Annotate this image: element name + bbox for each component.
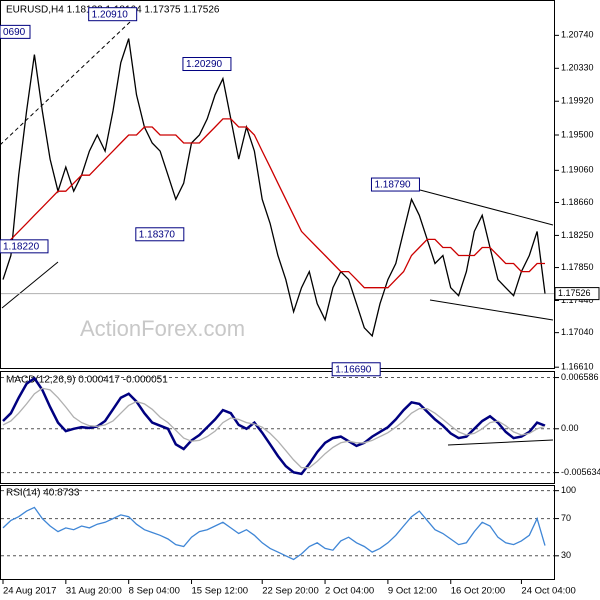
y-tick-label: 1.19920 xyxy=(561,96,594,106)
trend-line xyxy=(1,261,59,309)
rsi-title: RSI(14) 40.8733 xyxy=(6,488,80,499)
annotation-box xyxy=(370,177,420,192)
y-tick-label: 1.16610 xyxy=(561,362,594,372)
y-tick-label: 1.20330 xyxy=(561,63,594,73)
series-line xyxy=(2,118,545,289)
annotation-box xyxy=(0,24,31,39)
y-tick-label: 1.17850 xyxy=(561,262,594,272)
x-tick-label: 22 Sep 20:00 xyxy=(262,586,319,597)
y-tick-label: 0.006586 xyxy=(561,372,599,382)
annotation-label: 0690 xyxy=(3,27,26,38)
y-tick-label: 70 xyxy=(561,513,571,523)
annotation-label: 1.16690 xyxy=(335,364,372,375)
x-tick-label: 2 Oct 04:00 xyxy=(325,586,374,597)
watermark: ActionForex.com xyxy=(80,316,245,341)
price-panel xyxy=(0,0,555,369)
y-tick-label: 1.18660 xyxy=(561,197,594,207)
x-tick-label: 16 Oct 20:00 xyxy=(451,586,505,597)
series-line xyxy=(2,376,546,476)
annotation-box xyxy=(135,227,185,242)
price-box xyxy=(554,287,600,301)
series-line xyxy=(2,506,546,561)
annotation-label: 1.18370 xyxy=(139,229,176,240)
series-line xyxy=(2,387,546,469)
macd-panel xyxy=(0,371,555,484)
annotation-label: 1.18790 xyxy=(374,180,411,191)
annotation-label: 1.20910 xyxy=(92,9,129,20)
channel-line xyxy=(429,299,554,321)
annotation-label: 1.18220 xyxy=(3,241,40,252)
channel-line xyxy=(419,189,554,226)
trend-line xyxy=(0,21,131,146)
rsi-panel xyxy=(0,485,555,580)
x-tick-label: 15 Sep 12:00 xyxy=(192,586,249,597)
price-label: 1.17526 xyxy=(558,288,591,298)
y-tick-label: -0.005634 xyxy=(561,467,600,477)
support-line xyxy=(447,439,554,446)
y-tick-label: 1.19060 xyxy=(561,165,594,175)
x-tick-label: 8 Sep 04:00 xyxy=(129,586,180,597)
series-line xyxy=(2,38,546,338)
macd-title: MACD(12,26,9) 0.000417 -0.000051 xyxy=(6,375,168,386)
annotation-box xyxy=(331,362,381,377)
y-tick-label: 1.19500 xyxy=(561,129,594,139)
x-tick-label: 24 Oct 04:00 xyxy=(521,586,575,597)
x-tick-label: 9 Oct 12:00 xyxy=(388,586,437,597)
annotation-label: 1.20290 xyxy=(186,59,223,70)
y-tick-label: 1.17040 xyxy=(561,327,594,337)
y-tick-label: 1.18250 xyxy=(561,230,594,240)
x-tick-label: 31 Aug 20:00 xyxy=(66,586,122,597)
x-tick-label: 24 Aug 2017 xyxy=(3,586,56,597)
y-tick-label: 1.20740 xyxy=(561,30,594,40)
y-tick-label: 30 xyxy=(561,550,571,560)
annotation-box xyxy=(88,7,138,22)
annotation-box xyxy=(0,239,49,254)
annotation-box xyxy=(182,57,232,72)
y-tick-label: 0.00 xyxy=(561,423,579,433)
y-tick-label: 100 xyxy=(561,485,576,495)
